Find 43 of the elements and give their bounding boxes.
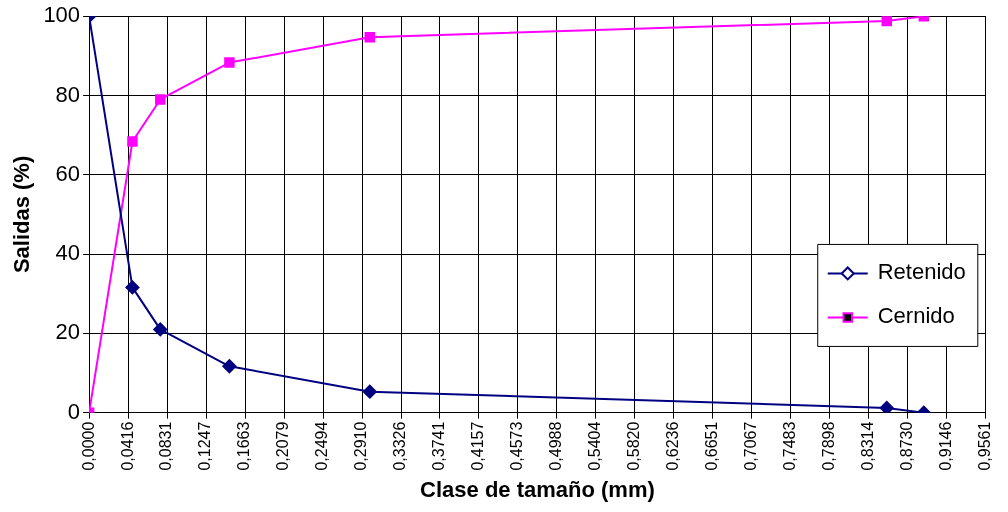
y-tick-label: 40: [55, 240, 81, 266]
point: [222, 359, 237, 374]
x-tick-label: 0,4573: [508, 421, 526, 471]
x-axis-title: Clase de tamaño (mm): [420, 476, 655, 502]
point: [364, 31, 376, 43]
x-tick-label: 0,0831: [157, 421, 175, 471]
x-tick-label: 0,9146: [937, 421, 955, 471]
legend-label: Retenido: [877, 259, 966, 285]
x-tick-label: 0,6236: [664, 421, 682, 471]
x-tick-label: 0,0416: [118, 421, 136, 471]
y-tick-label: 0: [67, 398, 81, 424]
x-tick-label: 0,4157: [469, 421, 487, 471]
x-tick-label: 0,8314: [859, 421, 877, 471]
y-tick-label: 100: [43, 2, 81, 28]
point: [127, 136, 138, 147]
x-tick-label: 0,2494: [313, 421, 331, 471]
y-tick-label: 80: [55, 81, 81, 107]
point: [125, 280, 140, 295]
x-tick-label: 0,5820: [625, 421, 643, 471]
point: [153, 322, 168, 337]
x-tick-label: 0,6651: [703, 421, 721, 471]
x-tick-label: 0,2910: [352, 421, 370, 471]
x-tick-label: 0,7898: [820, 421, 838, 471]
x-tick-label: 0,1247: [196, 421, 214, 471]
legend-label: Cernido: [877, 303, 955, 329]
y-tick-label: 20: [55, 319, 81, 345]
point: [362, 384, 377, 399]
point: [224, 57, 235, 68]
point: [155, 94, 166, 105]
x-tick-label: 0,3741: [430, 421, 448, 471]
x-tick-label: 0,1663: [235, 421, 253, 471]
x-tick-label: 0,8730: [898, 421, 916, 471]
y-tick-label: 60: [55, 160, 81, 186]
x-tick-label: 0,5404: [586, 421, 604, 471]
x-tick-label: 0,3326: [391, 421, 409, 471]
x-tick-label: 0,7067: [742, 421, 760, 471]
x-tick-label: 0,0000: [79, 421, 97, 471]
y-axis-title: Salidas (%): [9, 155, 35, 274]
x-tick-label: 0,9561: [976, 421, 994, 471]
x-tick-label: 0,2079: [274, 421, 292, 471]
x-tick-label: 0,4988: [547, 421, 565, 471]
x-tick-label: 0,7483: [781, 421, 799, 471]
point: [879, 400, 894, 413]
